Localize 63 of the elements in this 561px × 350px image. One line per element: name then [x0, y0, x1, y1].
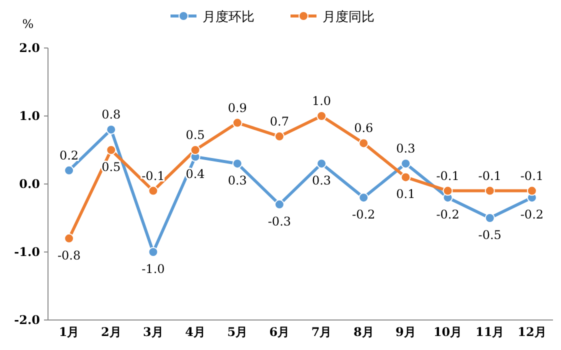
point: [148, 247, 158, 257]
point: [274, 199, 284, 210]
data-label: -0.1: [478, 168, 502, 183]
data-label: 0.1: [396, 187, 416, 202]
x-tick-label: 1月: [58, 325, 80, 339]
data-label: 0.6: [354, 121, 374, 136]
x-tick-label: 11月: [476, 325, 504, 339]
data-label: 0.5: [186, 128, 205, 142]
x-tick-label: 2月: [100, 325, 122, 339]
data-label: 0.9: [228, 100, 247, 115]
data-label: -0.5: [478, 228, 502, 242]
x-tick-label: 4月: [185, 325, 206, 339]
data-label: -0.2: [352, 208, 376, 222]
y-tick-label: -2.0: [14, 313, 40, 327]
point: [64, 233, 74, 244]
data-label: -0.1: [520, 168, 544, 183]
point: [484, 186, 495, 196]
point: [64, 165, 74, 176]
point: [442, 186, 453, 196]
point: [232, 158, 242, 169]
x-tick-label: 8月: [353, 325, 374, 339]
point: [316, 111, 327, 121]
data-label: -1.0: [142, 262, 165, 276]
data-label: -0.1: [142, 168, 165, 183]
point: [400, 158, 411, 169]
point: [316, 158, 327, 169]
data-label: -0.8: [57, 248, 81, 262]
point: [484, 213, 495, 223]
point: [400, 172, 411, 182]
data-label: 0.3: [312, 174, 332, 188]
data-label: -0.1: [436, 168, 460, 183]
point: [148, 186, 158, 196]
x-tick-label: 6月: [269, 325, 290, 339]
point: [358, 138, 369, 148]
data-label: -0.3: [268, 214, 292, 228]
x-tick-label: 5月: [227, 325, 248, 339]
y-tick-label: 0.0: [19, 177, 40, 191]
point: [274, 131, 284, 142]
legend-label: 月度同比: [322, 9, 374, 25]
data-label: 0.3: [228, 174, 247, 188]
data-label: 0.8: [102, 108, 121, 122]
point: [232, 118, 242, 128]
y-tick-label: 1.0: [19, 109, 40, 123]
legend-label: 月度环比: [202, 9, 254, 25]
data-label: -0.2: [520, 208, 544, 222]
y-tick-label: -1.0: [14, 245, 40, 259]
data-label: 0.3: [396, 142, 416, 156]
x-tick-label: 7月: [311, 325, 332, 339]
x-tick-label: 3月: [143, 325, 164, 339]
data-label: -0.2: [436, 208, 460, 222]
point: [190, 145, 200, 155]
y-axis-title: %: [22, 17, 34, 31]
point: [358, 192, 369, 203]
x-tick-label: 9月: [396, 325, 416, 339]
point: [526, 186, 537, 196]
point: [106, 145, 116, 155]
x-tick-label: 10月: [433, 325, 462, 339]
data-label: 0.2: [59, 148, 79, 162]
data-label: 0.7: [270, 114, 290, 128]
y-tick-label: 2.0: [19, 41, 40, 55]
x-tick-label: 12月: [518, 325, 546, 339]
data-label: 1.0: [312, 94, 332, 108]
point: [106, 124, 116, 135]
